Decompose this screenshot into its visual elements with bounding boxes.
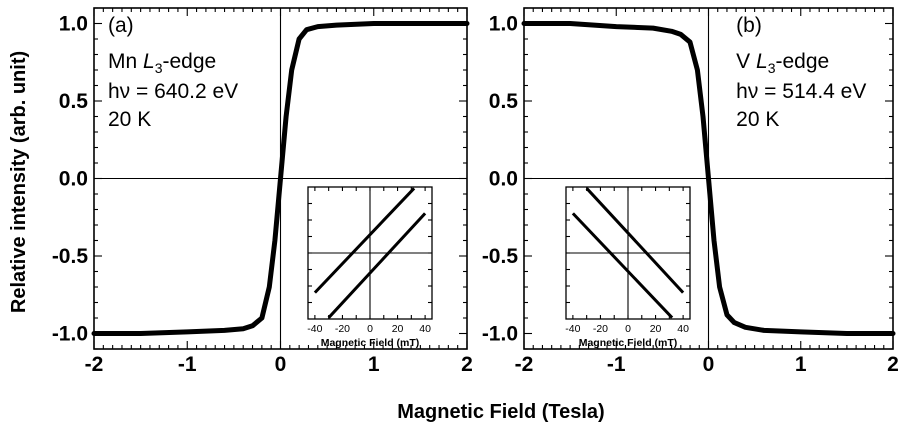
y-tick-label: 1.0 — [489, 13, 518, 36]
inset-b: -40 -20 0 20 40 Magnetic Field (mT) — [565, 186, 691, 349]
y-tick-label: -1.0 — [52, 323, 88, 346]
x-tick-label: 1 — [795, 353, 807, 376]
photon-energy-label: hν = 640.2 eV — [108, 80, 238, 103]
y-tick-label: -1.0 — [482, 323, 518, 346]
inset-x-axis-title: Magnetic Field (mT) — [579, 337, 678, 349]
inset-hysteresis-branch — [313, 187, 416, 294]
y-tick-label: 0.5 — [59, 90, 89, 113]
panel-a: -2 -1 0 1 2 -1.0 -0.5 0.0 0.5 1.0 (a) Mn L3-edge hν … — [52, 7, 473, 376]
photon-energy-label: hν = 514.4 eV — [736, 80, 866, 103]
edge-label: Mn L3-edge — [108, 50, 216, 76]
magnetization-curve — [521, 21, 896, 336]
temperature-label: 20 K — [108, 108, 151, 131]
edge-label: V L3-edge — [736, 50, 829, 76]
y-tick-label: 0.5 — [489, 90, 519, 113]
y-tick-label: -0.5 — [52, 245, 89, 268]
x-tick-label: 2 — [887, 353, 899, 376]
x-tick-label: -1 — [607, 353, 626, 376]
inset-x-tick-label: -20 — [335, 323, 350, 335]
y-tick-label: 0.0 — [59, 168, 88, 191]
x-tick-label: -1 — [178, 353, 197, 376]
inset-x-tick-label: -40 — [565, 323, 580, 335]
magnetization-curve — [91, 21, 470, 336]
y-tick-label: -0.5 — [482, 245, 519, 268]
inset-x-axis-title: Magnetic Field (mT) — [321, 337, 420, 349]
edge-suffix: -edge — [776, 50, 830, 73]
inset-x-tick-label: -20 — [593, 323, 608, 335]
x-tick-label: -2 — [85, 353, 104, 376]
temperature-label: 20 K — [736, 108, 779, 131]
x-tick-label: 0 — [703, 353, 715, 376]
inset-hysteresis-branch — [585, 187, 685, 294]
edge-subscript: 3 — [155, 60, 163, 76]
figure-x-axis-title: Magnetic Field (Tesla) — [397, 401, 604, 423]
panel-label: (a) — [108, 14, 134, 37]
inset-x-tick-label: 40 — [677, 323, 689, 335]
x-tick-label: -2 — [515, 353, 534, 376]
edge-suffix: -edge — [163, 50, 217, 73]
y-tick-label: 0.0 — [489, 168, 518, 191]
element-name: V — [736, 50, 756, 73]
inset-hysteresis-branch — [571, 212, 674, 319]
inset-x-tick-label: -40 — [307, 323, 322, 335]
figure-y-axis-title: Relative intensity (arb. unit) — [8, 51, 30, 313]
inset-x-tick-label: 0 — [625, 323, 631, 335]
x-tick-label: 2 — [461, 353, 473, 376]
x-tick-label: 1 — [368, 353, 380, 376]
inset-x-tick-label: 0 — [367, 323, 373, 335]
inset-x-tick-label: 40 — [419, 323, 431, 335]
edge-letter: L — [756, 50, 768, 73]
inset-x-tick-label: 20 — [650, 323, 662, 335]
panel-b: -2 -1 0 1 2 -1.0 -0.5 0.0 0.5 1.0 (b) V L3-edge hν =… — [482, 7, 899, 376]
panel-label: (b) — [736, 14, 762, 37]
inset-x-tick-label: 20 — [392, 323, 404, 335]
y-tick-label: 1.0 — [59, 13, 88, 36]
inset-hysteresis-branch — [327, 212, 427, 319]
edge-subscript: 3 — [768, 60, 776, 76]
inset-a: -40 -20 0 20 40 Magnetic Field (mT) — [307, 186, 433, 349]
x-tick-label: 0 — [275, 353, 287, 376]
edge-letter: L — [143, 50, 155, 73]
element-name: Mn — [108, 50, 143, 73]
